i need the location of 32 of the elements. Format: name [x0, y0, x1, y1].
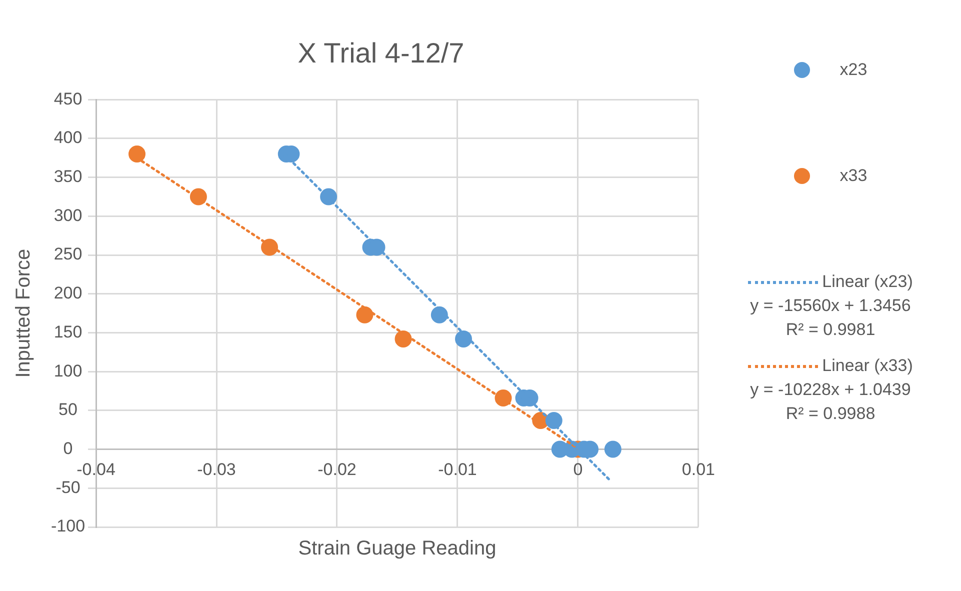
text: y = -10228x + 1.0439 R² = 0.9988 [749, 379, 912, 425]
legend-label: x33 [840, 165, 868, 187]
y-tick-label: -50 [56, 478, 80, 497]
y-axis-title: Inputted Force [12, 248, 35, 378]
y-tick-label: 50 [58, 400, 78, 420]
y-tick-label: 100 [54, 361, 82, 380]
y-tick-label: 200 [54, 284, 82, 303]
chart-title: X Trial 4-12/7 [298, 38, 464, 69]
y-tick-label: 350 [54, 166, 82, 186]
x-tick-label: 0.01 [682, 460, 716, 480]
x-tick-label: -0.03 [197, 460, 236, 480]
x-tick-label: -0.02 [318, 460, 356, 480]
legend-label: x23 [840, 59, 868, 81]
point [356, 306, 374, 324]
point [604, 440, 622, 458]
x-tick-label: 0 [573, 460, 583, 480]
x-axis-title: Strain Guage Reading [298, 538, 496, 560]
y-tick-label: 250 [54, 244, 82, 264]
y-tick-label: -100 [50, 516, 86, 536]
legend-label: Linear (x33) [822, 355, 913, 377]
point [128, 145, 146, 162]
legend-label: Linear (x23) [822, 271, 913, 293]
text: y = -15560x + 1.3456 R² = 0.9981 [749, 295, 912, 341]
y-tick-label: 400 [54, 128, 82, 148]
y-tick-label: 0 [63, 438, 73, 458]
y-tick-label: 300 [54, 206, 82, 225]
point [455, 330, 472, 348]
y-tick-label: 150 [54, 322, 82, 342]
x-tick-label: -0.01 [438, 460, 477, 480]
x-tick-label: -0.04 [76, 460, 116, 480]
y-tick-label: 450 [54, 89, 82, 108]
point [394, 330, 412, 348]
